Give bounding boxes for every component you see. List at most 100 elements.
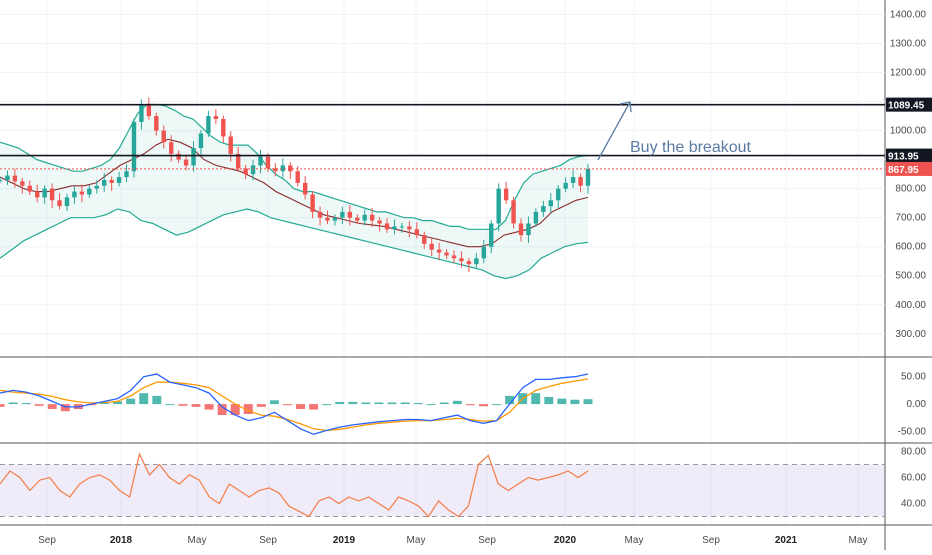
macd-histogram-bar	[583, 399, 593, 405]
candle-body	[392, 226, 397, 230]
x-tick-label: Sep	[478, 535, 496, 546]
macd-histogram-bar	[269, 400, 279, 405]
candle-body	[0, 179, 3, 181]
macd-histogram-bar	[152, 395, 162, 405]
candle-body	[578, 177, 583, 186]
candle-body	[191, 148, 196, 166]
candle-body	[541, 206, 546, 212]
x-tick-label: May	[625, 535, 644, 546]
x-tick-label: Sep	[38, 535, 56, 546]
level-price-label: 867.95	[888, 165, 919, 176]
candle-body	[556, 188, 561, 201]
candle-body	[362, 214, 367, 221]
macd-histogram-bar	[178, 404, 188, 406]
x-tick-label: Sep	[259, 535, 277, 546]
macd-histogram-bar	[256, 404, 266, 407]
candle-body	[340, 211, 345, 218]
candle-body	[369, 214, 375, 221]
breakout-arrowhead	[619, 101, 632, 113]
macd-histogram-bar	[400, 402, 410, 405]
macd-histogram-bar	[531, 393, 541, 405]
price-tick-label: 1200.00	[890, 68, 927, 79]
macd-histogram-bar	[374, 402, 384, 405]
level-price-label: 913.95	[888, 152, 919, 163]
macd-histogram-bar	[492, 404, 502, 406]
rsi-tick-label: 80.00	[901, 447, 926, 458]
candle-body	[198, 133, 204, 149]
candle-body	[444, 252, 449, 256]
candle-body	[5, 175, 10, 180]
candle-body	[466, 261, 472, 265]
price-tick-label: 1300.00	[890, 39, 927, 50]
candle-body	[228, 136, 233, 154]
macd-histogram-bar	[439, 402, 449, 405]
bollinger-fill	[0, 104, 588, 279]
candle-body	[503, 188, 509, 201]
candle-body	[243, 168, 248, 175]
macd-histogram-bar	[165, 404, 175, 406]
macd-histogram-bar	[0, 404, 5, 407]
candle-body	[27, 185, 32, 192]
rsi-band-fill	[0, 464, 885, 517]
macd-line	[0, 373, 589, 435]
candle-body	[451, 255, 457, 259]
candle-body	[489, 223, 494, 247]
candle-body	[221, 119, 226, 137]
candle-body	[511, 200, 516, 224]
candle-body	[295, 171, 300, 183]
candle-body	[459, 258, 464, 262]
candle-body	[407, 226, 412, 230]
macd-histogram-bar	[465, 404, 475, 406]
level-price-tag	[886, 161, 932, 176]
macd-histogram-bar	[21, 403, 31, 405]
macd-histogram-bar	[47, 404, 57, 410]
candle-body	[87, 188, 92, 195]
candle-body	[436, 249, 442, 253]
macd-histogram-bar	[557, 398, 567, 405]
candle-body	[94, 185, 99, 189]
candle-body	[518, 223, 524, 236]
rsi-line	[0, 452, 589, 518]
candle-body	[332, 217, 338, 221]
price-tick-label: 700.00	[895, 213, 926, 224]
candle-body	[57, 200, 62, 207]
macd-histogram-bar	[217, 404, 227, 416]
candle-body	[131, 121, 137, 172]
candle-body	[526, 223, 531, 236]
macd-histogram-bar	[191, 404, 201, 407]
candle-body	[72, 191, 77, 198]
x-tick-label: May	[188, 535, 207, 546]
macd-histogram-bar	[505, 395, 515, 405]
candle-body	[422, 235, 427, 244]
level-price-tag	[886, 148, 932, 163]
candle-body	[280, 165, 286, 172]
candle-body	[124, 171, 129, 178]
x-tick-label: 2021	[775, 535, 798, 546]
candle-body	[35, 191, 40, 198]
candle-body	[12, 175, 18, 182]
candle-body	[206, 116, 211, 134]
candle-body	[161, 130, 166, 143]
candle-body	[533, 211, 539, 224]
candle-body	[213, 116, 219, 119]
candle-body	[154, 116, 159, 131]
price-tick-label: 1400.00	[890, 10, 927, 21]
candle-body	[563, 182, 568, 189]
candle-body	[139, 104, 144, 122]
candle-body	[355, 217, 360, 221]
candle-body	[79, 191, 85, 195]
macd-histogram-bar	[570, 399, 580, 405]
price-tick-label: 500.00	[895, 271, 926, 282]
candle-body	[183, 159, 189, 166]
candle-body	[49, 188, 55, 201]
candle-body	[250, 165, 256, 175]
candle-body	[377, 220, 382, 224]
macd-histogram-bar	[282, 404, 292, 406]
candle-body	[325, 217, 330, 221]
candle-body	[235, 153, 241, 169]
macd-histogram-bar	[452, 400, 462, 405]
macd-histogram-bar	[335, 401, 345, 405]
candle-body	[288, 165, 293, 172]
x-tick-label: May	[849, 535, 868, 546]
